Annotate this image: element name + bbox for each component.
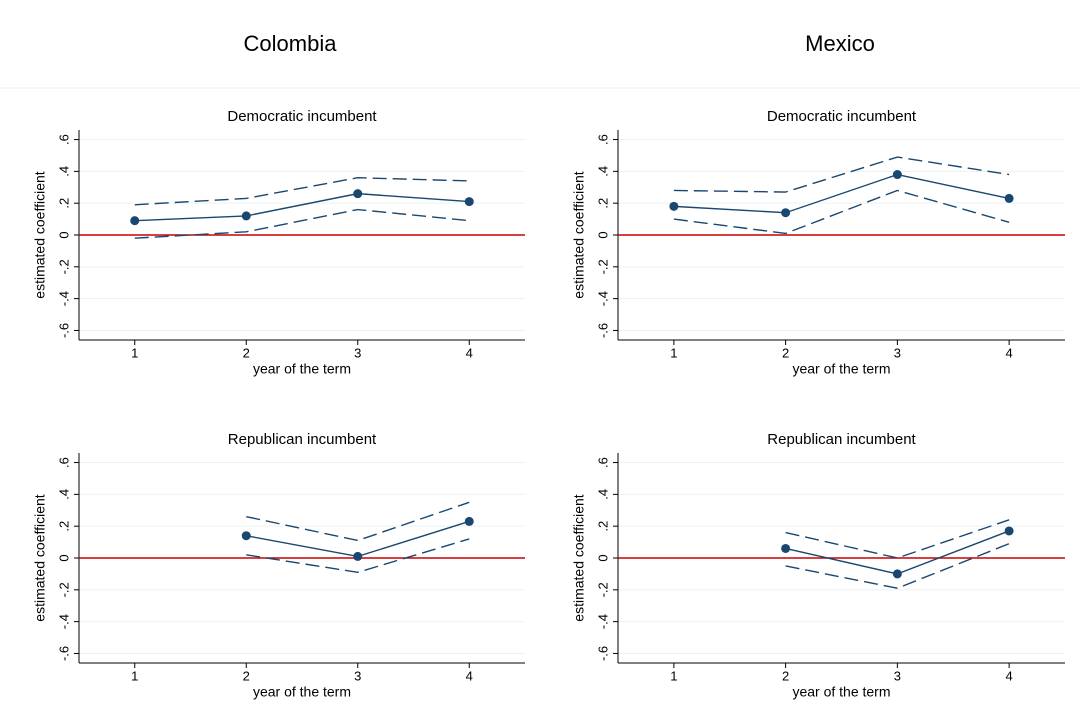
x-tick-label: 1 (670, 668, 677, 683)
x-tick-label: 2 (243, 345, 250, 360)
x-tick-label: 4 (466, 668, 473, 683)
y-tick-label: .2 (595, 198, 610, 209)
y-tick-label: -.6 (56, 323, 71, 338)
x-axis-label: year of the term (792, 684, 890, 700)
point (1004, 193, 1014, 203)
chart-title: Democratic incumbent (227, 108, 377, 125)
x-tick-label: 4 (1006, 345, 1013, 360)
x-tick-label: 4 (466, 345, 473, 360)
x-axis-label: year of the term (253, 684, 351, 700)
y-tick-label: 0 (595, 231, 610, 238)
y-tick-label: .2 (56, 198, 71, 209)
y-tick-label: -.2 (595, 582, 610, 597)
estimate-line (134, 192, 470, 222)
point (892, 170, 902, 180)
estimate-line (673, 173, 1010, 214)
y-tick-label: .4 (56, 166, 71, 177)
point (669, 201, 679, 211)
y-tick-label: -.6 (595, 323, 610, 338)
y-axis-label: estimated coefficient (571, 494, 587, 621)
point (241, 531, 251, 541)
x-tick-label: 2 (782, 668, 789, 683)
y-tick-label: .6 (595, 134, 610, 145)
y-tick-label: -.6 (595, 646, 610, 661)
y-tick-label: 0 (595, 554, 610, 561)
point (353, 551, 363, 561)
y-tick-label: .4 (595, 489, 610, 500)
point (130, 216, 140, 226)
point (1004, 526, 1014, 536)
y-tick-label: .6 (56, 134, 71, 145)
point (353, 189, 363, 199)
y-tick-label: -.2 (56, 259, 71, 274)
x-tick-label: 3 (354, 668, 361, 683)
y-tick-label: 0 (56, 554, 71, 561)
x-axis-label: year of the term (253, 361, 351, 377)
y-tick-label: .4 (56, 489, 71, 500)
interval-line (785, 519, 1010, 559)
x-tick-label: 3 (894, 668, 901, 683)
x-axis-label: year of the term (792, 361, 890, 377)
point (464, 516, 474, 526)
point (241, 211, 251, 221)
interval-line (246, 501, 470, 542)
point (892, 569, 902, 579)
y-axis-label: estimated coefficient (571, 171, 587, 298)
interval-line (785, 543, 1010, 589)
x-tick-label: 4 (1006, 668, 1013, 683)
x-tick-label: 1 (131, 345, 138, 360)
y-axis-label: estimated coefficient (32, 171, 48, 298)
column-title: Colombia (244, 31, 338, 56)
y-tick-label: -.2 (56, 582, 71, 597)
y-tick-label: .2 (595, 521, 610, 532)
point (464, 197, 474, 207)
y-tick-label: -.4 (595, 291, 610, 306)
chart-title: Democratic incumbent (767, 108, 917, 125)
point (781, 543, 791, 553)
interval-line (673, 156, 1010, 193)
interval-line (246, 538, 470, 574)
y-tick-label: .2 (56, 521, 71, 532)
y-tick-label: .6 (595, 457, 610, 468)
x-tick-label: 1 (670, 345, 677, 360)
y-tick-label: -.4 (56, 614, 71, 629)
chart-title: Republican incumbent (767, 431, 916, 448)
x-tick-label: 2 (243, 668, 250, 683)
y-tick-label: -.2 (595, 259, 610, 274)
x-tick-label: 1 (131, 668, 138, 683)
y-tick-label: .4 (595, 166, 610, 177)
column-title: Mexico (805, 31, 875, 56)
x-tick-label: 3 (894, 345, 901, 360)
interval-line (673, 189, 1010, 235)
y-tick-label: 0 (56, 231, 71, 238)
x-tick-label: 3 (354, 345, 361, 360)
chart-title: Republican incumbent (228, 431, 377, 448)
y-tick-label: -.6 (56, 646, 71, 661)
y-axis-label: estimated coefficient (32, 494, 48, 621)
y-tick-label: .6 (56, 457, 71, 468)
y-tick-label: -.4 (595, 614, 610, 629)
y-tick-label: -.4 (56, 291, 71, 306)
interval-line (134, 177, 470, 206)
interval-line (134, 208, 470, 239)
x-tick-label: 2 (782, 345, 789, 360)
point (781, 208, 791, 218)
